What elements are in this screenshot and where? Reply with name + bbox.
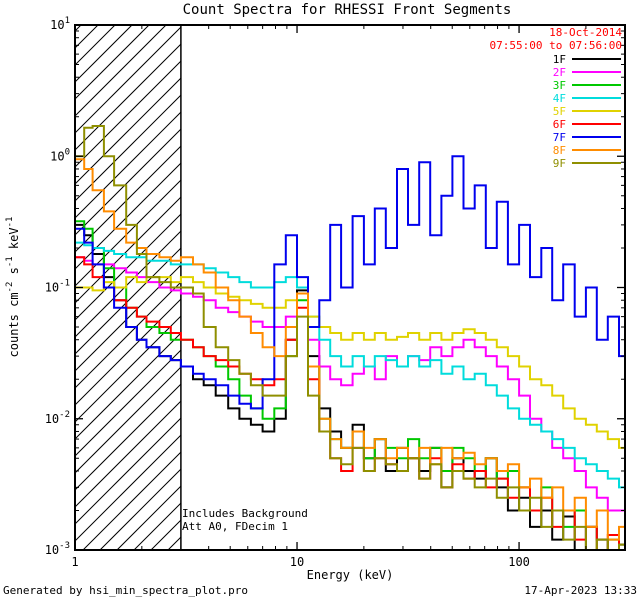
time-range-label: 07:55:00 to 07:56:00	[490, 39, 622, 52]
hatch-line	[74, 77, 182, 185]
y-tick-label: 10-3	[45, 541, 70, 557]
series-line-8F	[75, 158, 625, 541]
hatch-line	[167, 536, 182, 551]
footer-generator-label: Generated by hsi_min_spectra_plot.pro	[3, 584, 248, 597]
hatch-line	[74, 26, 182, 134]
hatch-line	[99, 468, 182, 551]
hatch-line	[74, 24, 150, 100]
hatch-line	[74, 230, 182, 338]
hatch-line	[74, 247, 182, 355]
hatch-line	[74, 400, 182, 508]
hatch-line	[74, 24, 133, 83]
x-tick-label: 10	[290, 555, 304, 569]
chart-title: Count Spectra for RHESSI Front Segments	[183, 2, 512, 18]
series-line-9F	[75, 125, 625, 551]
series-lines	[75, 125, 625, 551]
hatch-region	[74, 24, 182, 551]
hatch-line	[74, 213, 182, 321]
hatch-line	[74, 111, 182, 219]
legend-label-4F: 4F	[553, 92, 566, 105]
footer-timestamp: 17-Apr-2023 13:33	[524, 584, 637, 597]
x-tick-label: 1	[71, 555, 78, 569]
hatch-line	[74, 24, 99, 49]
hatch-line	[74, 24, 167, 117]
date-label: 18-Oct-2014	[549, 26, 622, 39]
legend-label-2F: 2F	[553, 66, 566, 79]
hatch-line	[74, 60, 182, 168]
hatch-line	[74, 281, 182, 389]
y-tick-label: 101	[50, 16, 70, 32]
annotation-includes-background: Includes Background	[182, 507, 308, 520]
hatch-line	[116, 485, 182, 551]
hatch-line	[74, 383, 182, 491]
hatch-line	[74, 298, 182, 406]
hatch-line	[74, 43, 182, 151]
y-tick-label: 10-1	[45, 279, 70, 295]
hatch-line	[74, 128, 182, 236]
x-axis-label: Energy (keV)	[307, 568, 394, 582]
hatch-line	[74, 349, 182, 457]
legend-label-5F: 5F	[553, 105, 566, 118]
hatch-line	[74, 434, 182, 542]
y-tick-label: 10-2	[45, 410, 70, 426]
annotation-attenuator-state: Att A0, FDecim 1	[182, 520, 288, 533]
hatch-line	[74, 24, 116, 66]
legend-label-6F: 6F	[553, 118, 566, 131]
y-axis-label: counts cm-2 s-1 keV-1	[5, 217, 21, 358]
hatch-line	[74, 417, 182, 525]
x-tick-label: 100	[508, 555, 530, 569]
hatch-line	[150, 519, 182, 551]
hatch-line	[82, 451, 182, 551]
hatch-line	[74, 332, 182, 440]
series-line-4F	[75, 241, 625, 489]
hatch-line	[74, 366, 182, 474]
series-line-7F	[75, 155, 625, 410]
legend-label-8F: 8F	[553, 144, 566, 157]
legend-label-1F: 1F	[553, 53, 566, 66]
hatch-line	[74, 196, 182, 304]
hatch-line	[133, 502, 182, 551]
legend-label-7F: 7F	[553, 131, 566, 144]
y-tick-label: 100	[50, 147, 70, 163]
legend-label-9F: 9F	[553, 157, 566, 170]
plot-frame	[74, 24, 626, 551]
legend-label-3F: 3F	[553, 79, 566, 92]
